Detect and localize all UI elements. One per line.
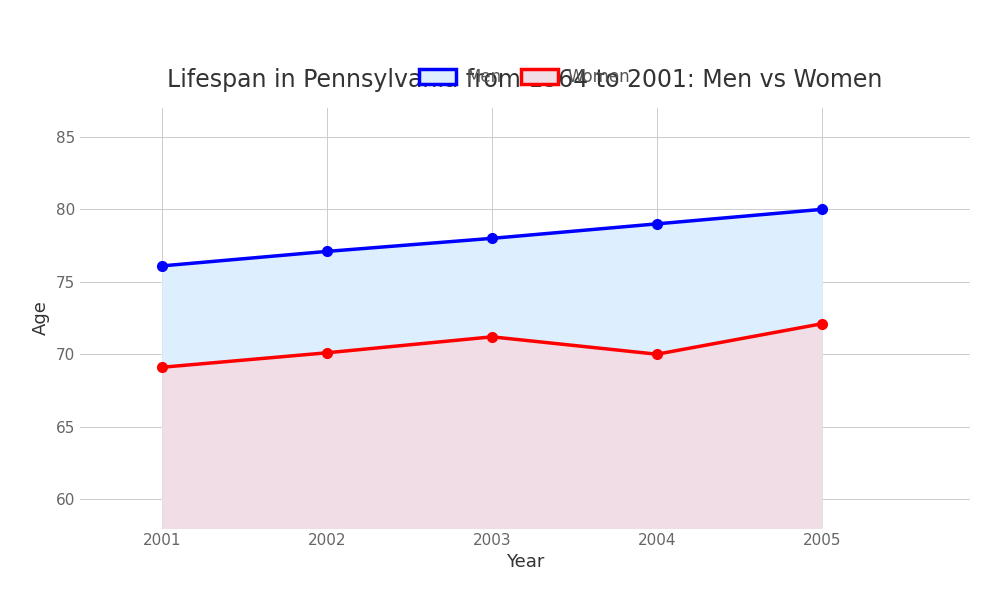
Legend: Men, Women: Men, Women — [413, 62, 637, 93]
Title: Lifespan in Pennsylvania from 1964 to 2001: Men vs Women: Lifespan in Pennsylvania from 1964 to 20… — [167, 68, 883, 92]
Y-axis label: Age: Age — [32, 301, 50, 335]
X-axis label: Year: Year — [506, 553, 544, 571]
